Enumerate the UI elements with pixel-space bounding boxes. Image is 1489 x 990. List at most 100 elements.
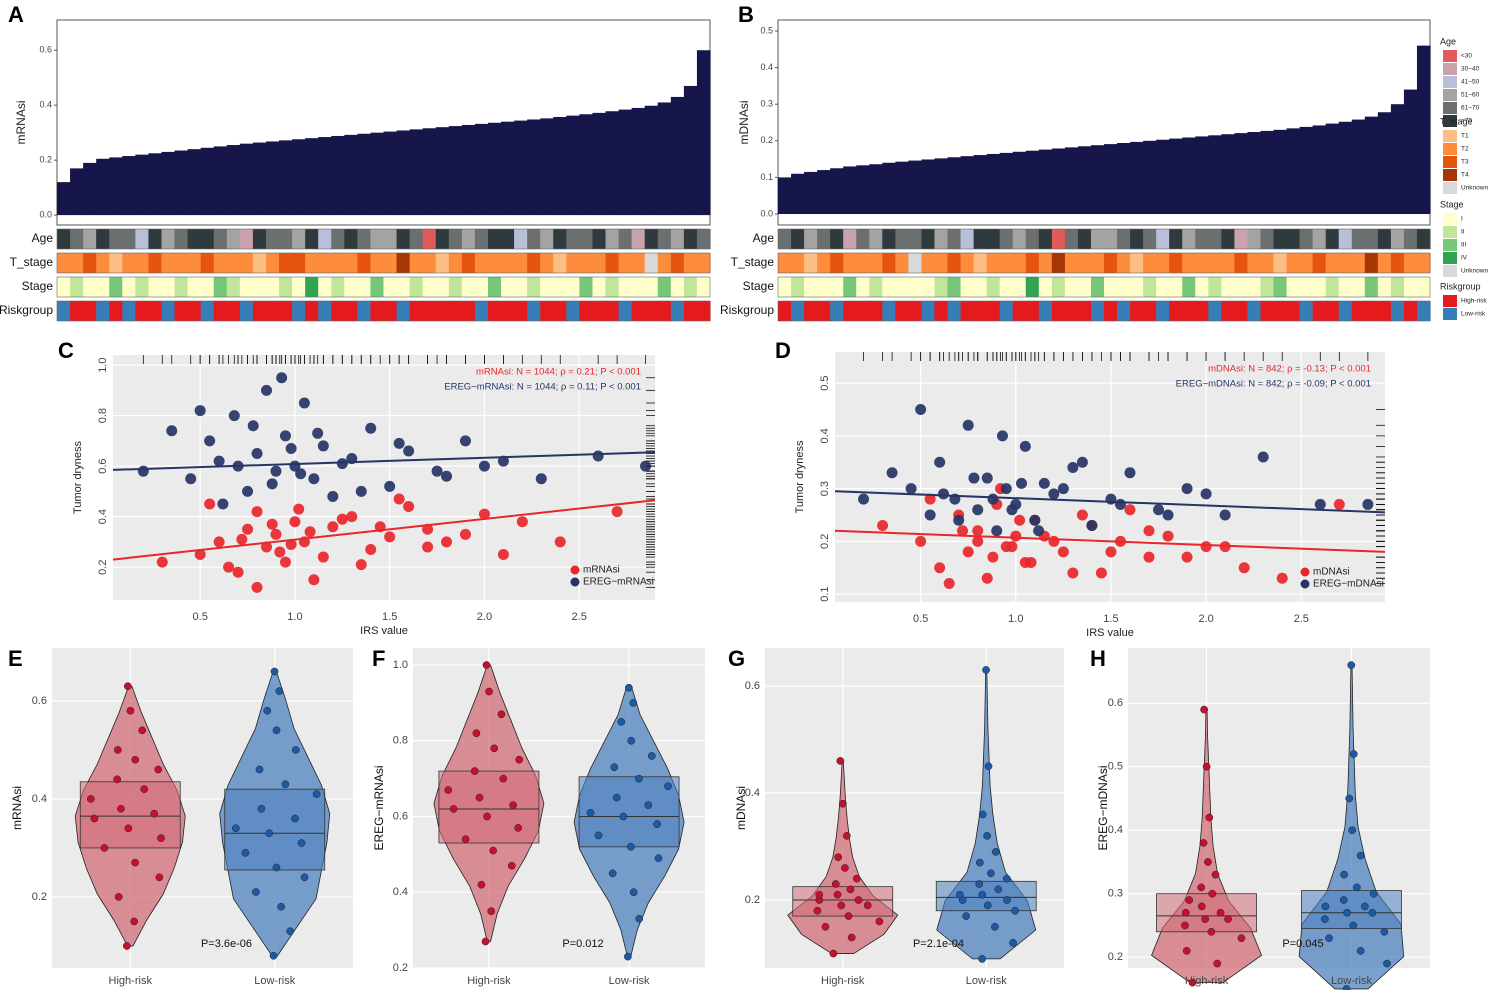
point — [594, 831, 603, 840]
legend-marker — [1300, 579, 1310, 589]
legend-label: 61~70 — [1461, 105, 1480, 112]
point — [815, 890, 824, 899]
y-tick-label: 0.0 — [760, 208, 773, 218]
bar — [921, 159, 936, 215]
track-cell — [830, 229, 844, 249]
track-cell — [1351, 229, 1366, 249]
bar — [448, 126, 463, 216]
track-cell — [999, 277, 1014, 297]
point — [86, 795, 95, 803]
bar — [1038, 149, 1053, 215]
point — [441, 536, 453, 548]
point — [1321, 902, 1330, 911]
point — [1276, 572, 1288, 584]
point — [1143, 551, 1155, 563]
point — [516, 516, 528, 528]
track-cell — [1051, 301, 1066, 321]
point — [1213, 959, 1222, 968]
point — [1010, 530, 1022, 542]
track-cell — [305, 253, 319, 273]
y-axis-label: mRNAsi — [10, 786, 24, 830]
bar — [895, 161, 909, 215]
legend-swatch — [1443, 182, 1457, 194]
track-cell — [1364, 229, 1379, 249]
track-cell — [817, 301, 831, 321]
track-cell — [344, 253, 358, 273]
track-cell — [409, 253, 424, 273]
bar — [670, 96, 685, 216]
fit-line — [112, 499, 656, 561]
point — [1356, 947, 1365, 955]
point — [113, 775, 122, 784]
track-cell — [409, 301, 424, 321]
legend-swatch — [1443, 308, 1457, 320]
point — [1153, 504, 1165, 516]
track-cell — [683, 277, 698, 297]
track-cell — [122, 253, 136, 273]
bar — [778, 177, 792, 215]
point — [300, 873, 309, 882]
point — [1181, 921, 1189, 930]
point — [489, 846, 497, 855]
bar — [122, 156, 136, 216]
bar — [239, 143, 254, 216]
track-cell — [409, 277, 424, 297]
track-cell — [670, 277, 685, 297]
track-cell — [474, 229, 489, 249]
track-cell — [383, 229, 398, 249]
point — [1124, 467, 1136, 479]
bar — [618, 109, 633, 216]
track-cell — [618, 277, 633, 297]
track-cell — [1286, 229, 1301, 249]
bar — [318, 137, 332, 216]
track-cell — [474, 301, 489, 321]
bar — [1195, 136, 1209, 215]
point — [619, 812, 628, 821]
y-tick-label: 0.8 — [97, 408, 109, 423]
track-cell — [1195, 301, 1209, 321]
track-cell — [265, 229, 280, 249]
bar — [1299, 126, 1314, 215]
track-cell — [605, 301, 620, 321]
bar — [148, 153, 163, 216]
track-cell — [70, 253, 84, 273]
bar — [383, 131, 398, 216]
x-tick-label: 1.5 — [382, 611, 397, 623]
track-cell — [1390, 229, 1405, 249]
y-tick-label: 0.6 — [1108, 697, 1123, 709]
bar — [1351, 119, 1366, 215]
track-cell — [696, 301, 711, 321]
track-cell — [934, 253, 949, 273]
y-tick-label: 0.3 — [1108, 888, 1123, 900]
track-cell — [422, 253, 437, 273]
bar — [1130, 141, 1144, 215]
track-cell — [1064, 277, 1079, 297]
track-cell — [986, 229, 1001, 249]
y-tick-label: 0.2 — [760, 135, 773, 145]
track-label: Stage — [22, 279, 54, 293]
y-tick-label: 0.6 — [39, 45, 52, 55]
bar — [869, 164, 883, 215]
track-cell — [1416, 277, 1431, 297]
track-cell — [187, 253, 202, 273]
legend-swatch — [1443, 63, 1457, 75]
track-cell — [1117, 229, 1131, 249]
y-tick-label: 0.4 — [39, 100, 52, 110]
bar — [1025, 150, 1040, 215]
track-cell — [239, 253, 254, 273]
point — [846, 885, 855, 894]
point — [962, 546, 974, 558]
track-cell — [1038, 277, 1053, 297]
point — [934, 456, 946, 468]
bar — [109, 157, 123, 216]
point — [279, 556, 291, 568]
point — [1105, 546, 1117, 558]
track-cell — [670, 301, 685, 321]
bar — [435, 127, 450, 216]
track-frame — [56, 228, 711, 250]
point — [978, 890, 987, 899]
point — [441, 470, 453, 482]
point — [156, 556, 168, 568]
point — [554, 536, 566, 548]
